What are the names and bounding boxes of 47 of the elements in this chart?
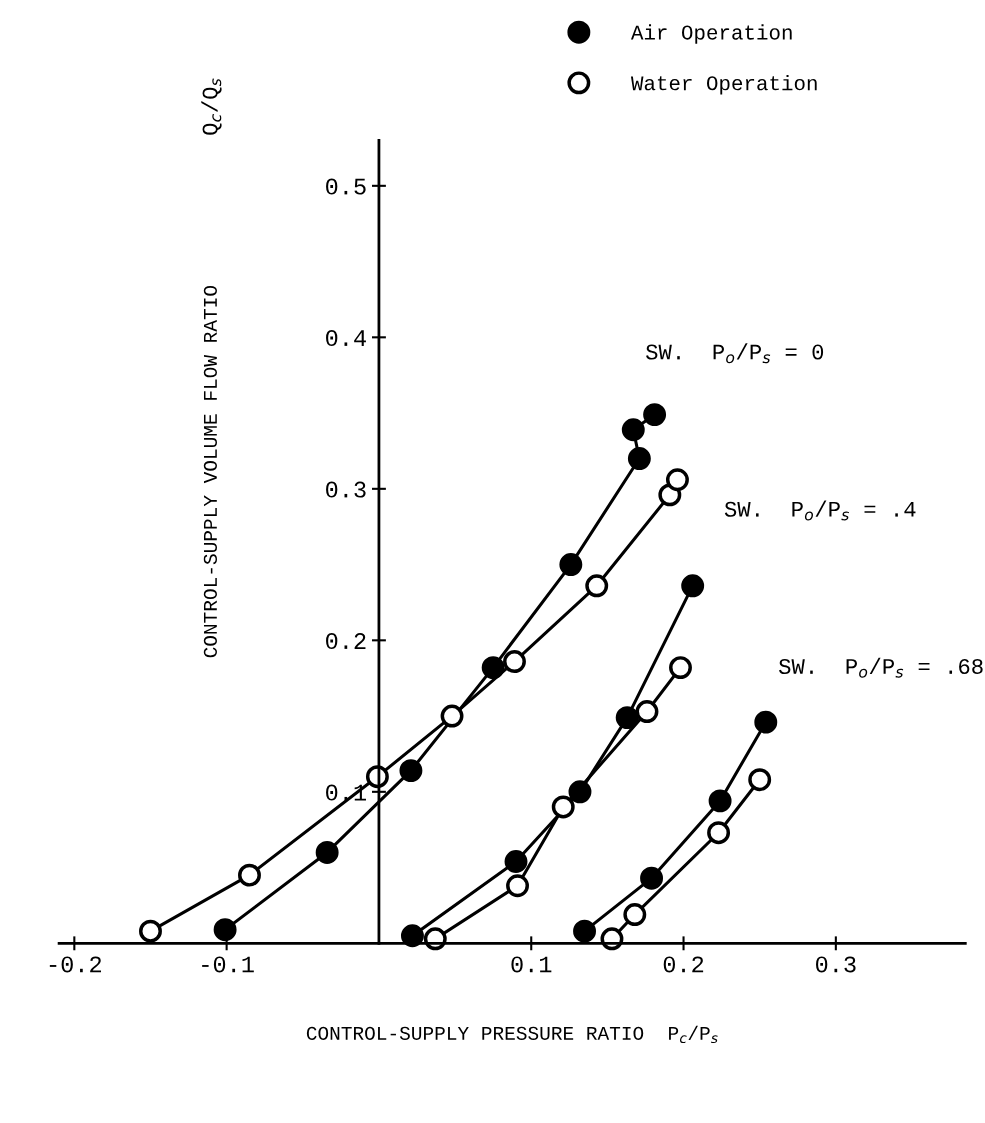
x-tick-label: 0.2 — [663, 956, 704, 973]
point — [665, 468, 689, 492]
x-tick-label: -0.1 — [202, 956, 254, 973]
point — [707, 821, 731, 845]
point — [139, 919, 162, 943]
point — [559, 553, 583, 577]
point — [754, 710, 778, 734]
y-tick-label: 0.4 — [326, 330, 366, 347]
point — [440, 704, 464, 728]
point — [615, 706, 639, 730]
point — [506, 874, 529, 898]
annotation: SW. P$_{o}$/P$_{s}$ = .68 — [779, 657, 983, 678]
point — [481, 656, 505, 680]
point — [627, 447, 651, 470]
point — [640, 866, 664, 890]
point — [399, 759, 423, 783]
point — [503, 650, 526, 673]
annotation: SW. P$_{o}$/P$_{s}$ = .4 — [724, 500, 916, 521]
y-tick-label: 0.2 — [326, 633, 366, 650]
text: Q$_{c}$/Q$_{s}$ — [201, 78, 222, 135]
point — [635, 700, 659, 723]
point — [623, 903, 647, 926]
point — [681, 574, 705, 598]
point — [573, 919, 597, 943]
point — [621, 418, 645, 442]
point — [238, 863, 261, 887]
x-tick-label: 0.3 — [816, 956, 856, 973]
point — [748, 768, 772, 792]
point — [585, 574, 609, 598]
point — [669, 656, 692, 680]
y-axis-title: CONTROL-SUPPLY VOLUME FLOW RATIO — [203, 285, 217, 658]
point — [400, 924, 424, 948]
point — [504, 850, 528, 873]
x-axis-title: CONTROL-SUPPLY PRESSURE RATIO P$_{c}$/P$_{s}$ — [306, 1025, 718, 1044]
point — [551, 795, 575, 819]
legend-label: Water Operation — [630, 75, 817, 95]
x-tick-label: 0.1 — [511, 956, 552, 973]
y-tick-label: 0.5 — [326, 178, 366, 195]
point — [365, 765, 389, 789]
annotation: SW. P$_{o}$/P$_{s}$ = 0 — [646, 343, 824, 364]
y-tick-label: 0.3 — [326, 481, 366, 498]
x-tick-label: -0.2 — [49, 956, 101, 973]
point — [315, 840, 339, 864]
point — [213, 918, 237, 942]
point — [708, 789, 732, 813]
point — [643, 403, 667, 427]
legend-label: Air Operation — [630, 24, 792, 44]
